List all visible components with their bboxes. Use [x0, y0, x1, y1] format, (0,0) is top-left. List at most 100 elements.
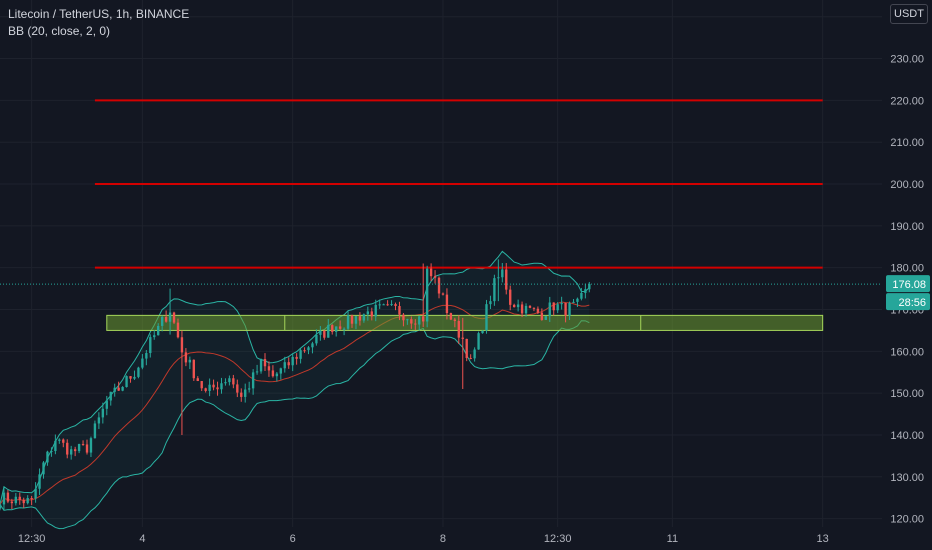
price-tick-label: 140.00	[890, 430, 924, 442]
candle-body	[204, 388, 207, 391]
last-price-tag: 176.08 28:56	[886, 275, 930, 311]
candle-body	[461, 337, 464, 339]
candle-body	[117, 387, 120, 391]
candle-body	[113, 387, 116, 392]
candle-body	[433, 276, 437, 278]
candle-body	[560, 302, 563, 305]
candle-body	[342, 328, 346, 330]
candle-body	[564, 302, 567, 316]
candle-body	[89, 438, 93, 453]
candle-body	[70, 449, 73, 455]
candle-body	[572, 301, 575, 303]
time-tick-label: 6	[290, 533, 296, 545]
resistance-lines[interactable]	[94, 99, 823, 269]
candle-body	[544, 316, 547, 320]
candle-body	[271, 370, 275, 377]
candle-body	[192, 359, 195, 379]
candle-body	[331, 325, 334, 332]
candle-body	[77, 443, 81, 452]
symbol-title[interactable]: Litecoin / TetherUS, 1h, BINANCE	[8, 7, 190, 21]
candle-body	[532, 307, 536, 309]
price-tick-label: 120.00	[890, 514, 924, 526]
time-axis[interactable]: 12:30 4 6 8 12:30 11 13	[18, 533, 829, 545]
price-tick-label: 210.00	[890, 137, 924, 149]
candle-body	[568, 302, 571, 316]
countdown-box	[886, 293, 930, 311]
candle-body	[73, 449, 77, 452]
candle-body	[283, 362, 286, 369]
candle-body	[240, 392, 243, 397]
candle-body	[145, 353, 148, 359]
price-tick-label: 230.00	[890, 54, 924, 66]
candle-body	[208, 384, 211, 391]
candle-body	[244, 389, 247, 397]
candle-body	[157, 325, 160, 336]
candle-body	[50, 450, 53, 452]
candle-body	[469, 357, 472, 359]
candle-body	[315, 334, 318, 344]
candle-body	[509, 289, 512, 305]
candle-body	[58, 439, 61, 441]
candle-body	[172, 312, 176, 323]
candle-body	[319, 330, 322, 335]
candle-body	[410, 319, 413, 324]
candle-body	[528, 305, 532, 308]
currency-badge[interactable]: USDT	[890, 4, 928, 24]
candle-body	[38, 474, 41, 489]
candle-body	[212, 384, 215, 388]
candle-body	[6, 492, 10, 502]
candle-body	[287, 362, 290, 366]
candle-body	[22, 499, 25, 504]
candle-body	[307, 347, 310, 351]
candle-body	[259, 359, 263, 372]
candle-body	[481, 330, 484, 334]
candle-body	[164, 316, 168, 322]
candle-body	[370, 311, 373, 317]
candle-body	[121, 386, 124, 391]
candle-body	[232, 378, 235, 385]
candle-body	[429, 268, 433, 277]
candle-body	[188, 359, 192, 363]
price-tag-value: 176.08	[892, 279, 926, 291]
candle-body	[153, 335, 156, 338]
price-tick-label: 180.00	[890, 263, 924, 275]
candle-body	[501, 269, 504, 278]
candle-body	[449, 313, 453, 320]
candle-body	[362, 314, 366, 321]
candle-body	[540, 312, 544, 320]
candle-body	[109, 391, 112, 401]
candle-body	[236, 384, 239, 393]
candle-body	[524, 305, 528, 314]
candle-body	[30, 498, 33, 500]
candle-body	[168, 312, 172, 322]
candle-body	[2, 492, 6, 505]
candle-body	[366, 311, 370, 315]
support-zone-box	[106, 314, 824, 331]
support-zone[interactable]	[106, 314, 824, 331]
candle-body	[418, 316, 421, 325]
price-tick-label: 130.00	[890, 472, 924, 484]
candle-body	[335, 326, 338, 332]
candle-body	[457, 320, 460, 338]
candle-body	[133, 376, 136, 379]
candle-body	[54, 440, 57, 451]
candle-body	[251, 372, 255, 389]
candle-body	[267, 366, 271, 371]
candle-body	[386, 304, 389, 306]
price-tick-label: 220.00	[890, 95, 924, 107]
candle-body	[10, 501, 14, 504]
candle-body	[588, 284, 591, 290]
candle-body	[291, 356, 294, 366]
time-tick-label: 12:30	[544, 533, 572, 545]
time-tick-label: 11	[667, 533, 678, 545]
candle-body	[441, 293, 445, 295]
candle-body	[390, 304, 393, 306]
candle-body	[129, 376, 132, 379]
candle-body	[536, 308, 540, 313]
candle-body	[62, 439, 65, 443]
bb-lower	[0, 320, 590, 530]
indicator-label[interactable]: BB (20, close, 2, 0)	[8, 24, 111, 38]
candle-body	[295, 356, 298, 359]
candle-body	[220, 383, 223, 390]
